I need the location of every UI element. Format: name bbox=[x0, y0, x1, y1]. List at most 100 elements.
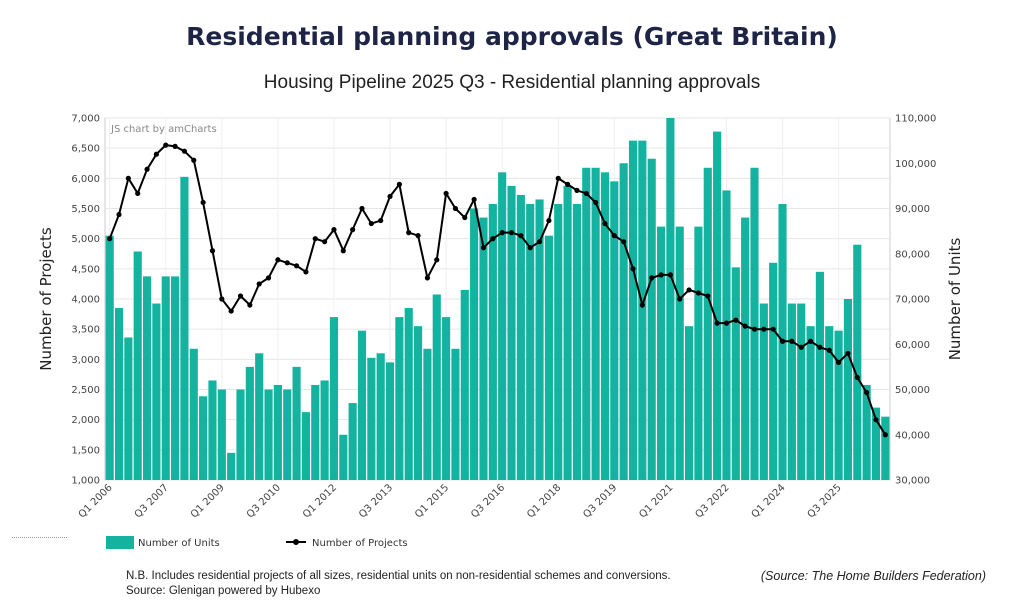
projects-points bbox=[107, 142, 888, 438]
projects-point bbox=[387, 193, 393, 200]
units-bar bbox=[554, 203, 563, 480]
projects-point bbox=[406, 230, 412, 236]
projects-point bbox=[658, 272, 664, 278]
projects-point bbox=[191, 157, 197, 163]
left-axis-title: Number of Projects bbox=[37, 227, 55, 371]
projects-point bbox=[733, 317, 739, 323]
units-bar bbox=[535, 199, 544, 480]
projects-point bbox=[854, 374, 860, 381]
projects-point bbox=[630, 266, 636, 272]
units-bar bbox=[787, 303, 796, 480]
x-tick-label: Q1 2018 bbox=[525, 482, 563, 520]
units-bar bbox=[610, 181, 619, 480]
units-bar bbox=[741, 217, 750, 481]
projects-point bbox=[836, 359, 842, 365]
right-tick-label: 30,000 bbox=[895, 476, 930, 487]
chart-credit: JS chart by amCharts bbox=[110, 124, 217, 135]
projects-point bbox=[340, 248, 346, 254]
units-bar bbox=[769, 262, 778, 480]
legend-units-swatch[interactable] bbox=[106, 536, 134, 549]
projects-point bbox=[471, 196, 477, 203]
units-bar bbox=[348, 403, 357, 480]
right-tick-label: 60,000 bbox=[895, 340, 930, 351]
units-bar bbox=[451, 348, 460, 480]
x-tick-label: Q3 2013 bbox=[357, 482, 395, 520]
projects-point bbox=[845, 350, 851, 356]
projects-point bbox=[761, 326, 767, 332]
units-bar bbox=[656, 226, 666, 480]
projects-point bbox=[593, 199, 599, 206]
projects-point bbox=[163, 142, 169, 148]
legend-projects-marker bbox=[293, 539, 299, 545]
projects-point bbox=[322, 239, 328, 245]
x-tick-label: Q3 2016 bbox=[469, 482, 507, 520]
projects-point bbox=[798, 344, 804, 350]
units-bar bbox=[311, 384, 320, 480]
projects-point bbox=[649, 275, 655, 281]
projects-point bbox=[424, 275, 431, 281]
units-bar bbox=[600, 172, 610, 481]
left-tick-label: 1,500 bbox=[71, 445, 100, 456]
right-axis-ticks: 30,000 40,000 50,000 60,000 70,000 80,000 90,0… bbox=[895, 114, 936, 487]
units-bar bbox=[105, 235, 114, 480]
projects-point bbox=[499, 230, 505, 236]
x-axis-ticks: Q1 2006 Q3 2007 Q1 2009 Q3 2010 Q1 2012 Q3 20… bbox=[77, 482, 844, 520]
units-bar bbox=[255, 353, 264, 480]
units-bar bbox=[572, 203, 582, 480]
projects-point bbox=[331, 227, 337, 233]
left-tick-label: 7,000 bbox=[71, 114, 100, 125]
projects-point bbox=[116, 211, 122, 218]
right-axis-title: Number of Units bbox=[946, 238, 964, 361]
right-tick-label: 90,000 bbox=[895, 204, 930, 215]
units-bar bbox=[713, 131, 722, 480]
projects-point bbox=[443, 190, 449, 197]
projects-point bbox=[312, 236, 318, 242]
units-bar bbox=[264, 389, 273, 480]
projects-point bbox=[564, 181, 571, 187]
projects-point bbox=[518, 233, 524, 239]
legend-units-label[interactable]: Number of Units bbox=[138, 538, 220, 549]
right-tick-label: 70,000 bbox=[895, 295, 930, 306]
projects-point bbox=[209, 248, 216, 254]
projects-point bbox=[508, 230, 515, 236]
left-tick-label: 2,000 bbox=[71, 415, 100, 426]
units-bar bbox=[376, 353, 385, 480]
projects-point bbox=[667, 272, 673, 278]
projects-point bbox=[256, 281, 262, 287]
projects-point bbox=[200, 199, 206, 206]
right-tick-label: 100,000 bbox=[895, 159, 936, 170]
projects-point bbox=[723, 320, 730, 326]
projects-point bbox=[751, 326, 758, 332]
projects-point bbox=[452, 205, 459, 212]
units-bar bbox=[731, 267, 740, 480]
left-tick-label: 1,000 bbox=[71, 476, 100, 487]
units-bar bbox=[227, 452, 236, 480]
units-bar bbox=[834, 330, 843, 480]
projects-point bbox=[807, 338, 814, 344]
left-tick-label: 3,500 bbox=[71, 325, 100, 336]
right-tick-label: 40,000 bbox=[895, 430, 930, 441]
left-tick-label: 5,500 bbox=[71, 204, 100, 215]
projects-point bbox=[611, 233, 617, 239]
left-tick-label: 5,000 bbox=[71, 234, 100, 245]
source-line: Source: Glenigan powered by Hubexo bbox=[126, 585, 321, 597]
legend-projects-label[interactable]: Number of Projects bbox=[312, 538, 408, 549]
units-bar bbox=[180, 176, 189, 480]
units-bar bbox=[544, 235, 553, 480]
units-bar bbox=[470, 208, 479, 480]
units-bar bbox=[301, 412, 310, 480]
units-bar bbox=[357, 330, 367, 480]
x-tick-label: Q3 2007 bbox=[133, 482, 171, 520]
units-bar bbox=[647, 158, 656, 480]
projects-point bbox=[546, 217, 552, 224]
units-bar bbox=[815, 271, 824, 480]
units-bar bbox=[591, 167, 600, 480]
projects-point bbox=[480, 245, 487, 251]
right-tick-label: 110,000 bbox=[895, 114, 936, 125]
projects-point bbox=[527, 245, 533, 251]
units-bar bbox=[666, 118, 675, 480]
projects-point bbox=[237, 293, 244, 299]
left-tick-label: 6,500 bbox=[71, 144, 100, 155]
x-tick-label: Q1 2015 bbox=[413, 482, 451, 520]
projects-point bbox=[817, 344, 823, 350]
